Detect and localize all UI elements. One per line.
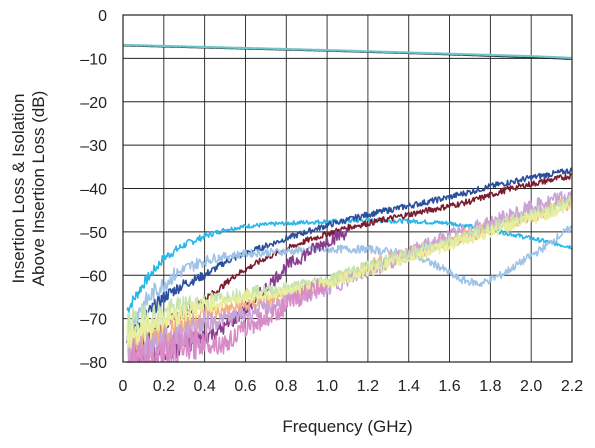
x-tick-label: 1.4 (398, 378, 420, 395)
y-tick-label: –60 (80, 268, 107, 285)
y-axis-title-line-2: Above Insertion Loss (dB) (29, 91, 48, 287)
y-tick-label: –50 (80, 225, 107, 242)
x-tick-label: 1.2 (357, 378, 379, 395)
x-tick-label: 1.6 (438, 378, 460, 395)
series-line-10 (126, 195, 573, 343)
y-tick-label: –40 (80, 182, 107, 199)
x-tick-label: 0.4 (194, 378, 216, 395)
x-axis-title: Frequency (GHz) (282, 417, 412, 436)
plot-frame (122, 14, 573, 363)
series-line-6 (133, 224, 573, 326)
series-layer (122, 43, 573, 363)
y-tick-label: –70 (80, 312, 107, 329)
tick-labels: 0 0.2 0.4 0.6 0.8 1.0 1.2 1.4 1.6 1.8 2.0 2.2 0 –10 –2… (80, 8, 583, 395)
y-tick-label: 0 (98, 8, 107, 25)
x-tick-label: 2.2 (561, 378, 583, 395)
series-line-4 (126, 167, 573, 344)
y-tick-label: –20 (80, 95, 107, 112)
x-tick-label: 0 (119, 378, 128, 395)
y-tick-label: –80 (80, 355, 107, 372)
series-line-11 (126, 202, 573, 349)
x-tick-label: 0.2 (153, 378, 175, 395)
x-tick-label: 2.0 (520, 378, 542, 395)
series-line-12 (127, 278, 328, 363)
x-tick-label: 1.8 (479, 378, 501, 395)
y-tick-label: –10 (80, 51, 107, 68)
series-line-2 (122, 43, 573, 59)
y-axis-title-line-1: Insertion Loss & Isolation (9, 94, 28, 284)
x-tick-label: 0.8 (275, 378, 297, 395)
x-tick-label: 0.6 (234, 378, 256, 395)
y-tick-label: –30 (80, 138, 107, 155)
x-tick-label: 1.0 (316, 378, 338, 395)
